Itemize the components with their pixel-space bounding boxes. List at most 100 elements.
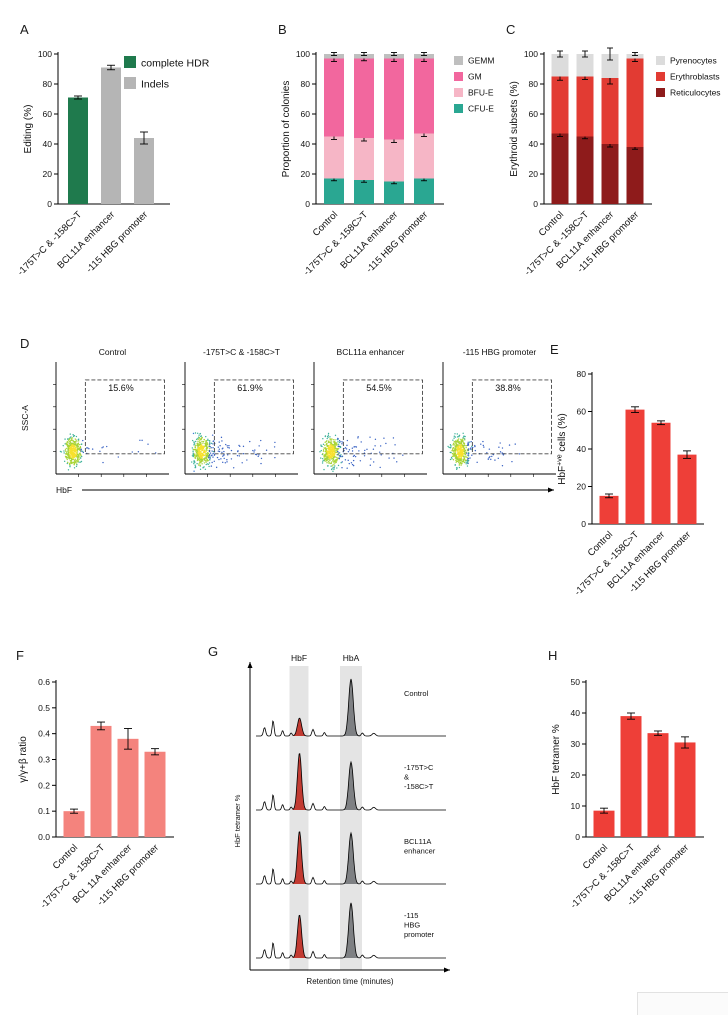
flow-event-dot: [81, 450, 84, 453]
flow-event-dot: [217, 446, 220, 448]
flow-event-dot: [205, 450, 207, 453]
flow-event-dot: [463, 435, 465, 437]
flow-event-dot: [474, 449, 477, 452]
flow-event-dot: [202, 448, 205, 450]
flow-event-dot: [237, 450, 239, 453]
flow-y-axis-label: SSC-A: [20, 405, 30, 431]
flow-event-dot: [217, 450, 220, 452]
legend-swatch: [656, 72, 665, 81]
legend-label: complete HDR: [141, 58, 210, 70]
flow-event-dot: [455, 443, 458, 446]
flow-event-dot: [333, 442, 336, 444]
flow-event-dot: [197, 445, 199, 447]
peak-fill: [291, 753, 308, 810]
flow-event-dot: [457, 444, 459, 446]
flow-event-dot: [372, 448, 375, 450]
flow-event-dot: [452, 442, 455, 445]
flow-event-dot: [194, 432, 197, 434]
flow-event-dot: [363, 455, 366, 457]
flow-event-dot: [200, 456, 202, 458]
stack-segment-pyrenocytes: [601, 54, 619, 78]
flow-event-dot: [196, 432, 199, 435]
flow-event-dot: [468, 448, 470, 450]
flow-event-dot: [74, 454, 77, 457]
flow-event-dot: [67, 451, 69, 453]
flow-event-dot: [72, 442, 74, 445]
y-tick-label: 60: [301, 109, 311, 119]
y-tick-label: 40: [571, 708, 581, 718]
flow-event-dot: [102, 446, 104, 448]
flow-event-dot: [338, 452, 340, 454]
flow-event-dot: [68, 463, 71, 465]
flow-event-dot: [332, 464, 334, 466]
flow-event-dot: [487, 458, 489, 460]
flow-event-dot: [348, 462, 350, 465]
flow-event-dot: [452, 447, 455, 449]
peak-fill: [291, 914, 308, 958]
flow-event-dot: [204, 442, 207, 444]
flow-event-dot: [463, 438, 466, 440]
flow-event-dot: [369, 436, 371, 438]
flow-event-dot: [78, 447, 81, 450]
flow-event-dot: [464, 439, 466, 441]
flow-event-dot: [205, 463, 207, 466]
flow-event-dot: [352, 455, 355, 458]
flow-event-dot: [260, 439, 262, 442]
panel-b-label: B: [278, 22, 287, 37]
band-label: HbF: [291, 653, 307, 663]
flow-event-dot: [494, 459, 496, 461]
flow-event-dot: [333, 448, 335, 450]
flow-event-dot: [491, 455, 493, 458]
flow-event-dot: [64, 443, 66, 445]
flow-event-dot: [206, 458, 209, 461]
legend-swatch: [454, 104, 463, 113]
flow-event-dot: [450, 445, 452, 447]
flow-event-dot: [67, 438, 69, 440]
flow-event-dot: [206, 459, 208, 462]
flow-event-dot: [200, 462, 202, 464]
flow-event-dot: [453, 444, 455, 446]
flow-event-dot: [70, 445, 73, 448]
flow-event-dot: [467, 457, 470, 460]
flow-event-dot: [74, 450, 77, 453]
flow-event-dot: [340, 441, 342, 443]
flow-event-dot: [64, 455, 67, 458]
flow-event-dot: [378, 451, 381, 453]
flow-event-dot: [471, 454, 473, 456]
flow-event-dot: [458, 455, 461, 457]
flow-event-dot: [71, 453, 74, 455]
flow-event-dot: [226, 445, 228, 447]
panel-g-label: G: [208, 644, 219, 659]
flow-event-dot: [330, 442, 333, 445]
flow-event-dot: [65, 442, 67, 444]
trace-label: Control: [404, 689, 429, 698]
flow-event-dot: [464, 449, 466, 451]
flow-event-dot: [335, 456, 337, 459]
flow-event-dot: [338, 440, 341, 442]
flow-event-dot: [199, 443, 202, 446]
gate-rectangle: [342, 379, 423, 455]
flow-event-dot: [330, 447, 333, 449]
flow-event-dot: [380, 454, 382, 456]
flow-event-dot: [192, 432, 195, 435]
flow-event-dot: [255, 453, 258, 456]
y-tick-label: 60: [43, 109, 53, 119]
flow-event-dot: [328, 448, 330, 451]
flow-event-dot: [455, 450, 457, 453]
flow-event-dot: [220, 458, 222, 460]
flow-event-dot: [336, 444, 338, 446]
flow-event-dot: [454, 436, 457, 438]
flow-event-dot: [348, 449, 351, 451]
flow-event-dot: [462, 453, 464, 455]
flow-event-dot: [202, 446, 204, 448]
y-tick-label: 40: [43, 139, 53, 149]
flow-event-dot: [334, 443, 336, 445]
flow-event-dot: [193, 460, 195, 462]
flow-event-dot: [196, 459, 199, 461]
flow-event-dot: [332, 458, 335, 460]
flow-event-dot: [464, 451, 466, 454]
flow-plot-title: -175T>C & -158C>T: [203, 347, 280, 357]
flow-event-dot: [216, 456, 219, 459]
flow-event-dot: [78, 461, 80, 463]
flow-event-dot: [393, 457, 395, 459]
